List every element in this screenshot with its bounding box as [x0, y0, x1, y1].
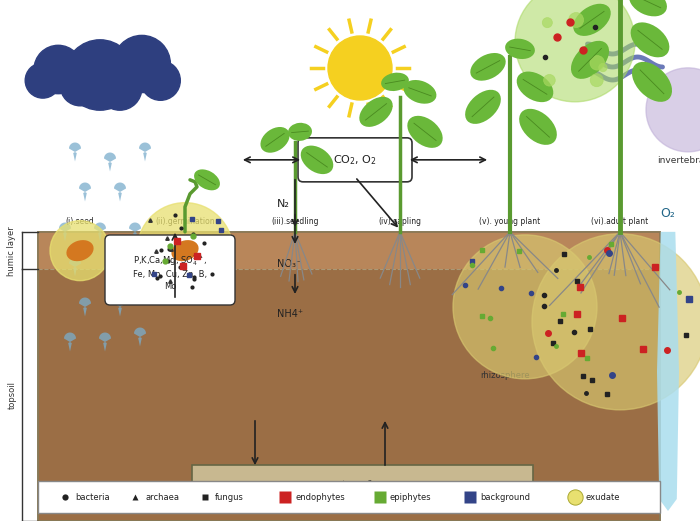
Circle shape	[328, 36, 392, 100]
Text: (ii).germination: (ii).germination	[155, 217, 215, 226]
Bar	[38, 232, 660, 269]
Ellipse shape	[194, 169, 220, 190]
Text: (iii).seedling: (iii).seedling	[272, 217, 318, 226]
Polygon shape	[99, 332, 111, 352]
Text: N₂: N₂	[277, 199, 290, 209]
Text: fungus: fungus	[215, 492, 244, 502]
Circle shape	[532, 234, 700, 410]
Text: (v). young plant: (v). young plant	[480, 217, 540, 226]
Ellipse shape	[260, 127, 290, 153]
Ellipse shape	[404, 80, 436, 104]
Polygon shape	[79, 297, 91, 316]
Circle shape	[141, 61, 181, 101]
Circle shape	[50, 220, 110, 281]
Text: bacteria: bacteria	[75, 492, 110, 502]
Circle shape	[568, 13, 584, 28]
Polygon shape	[114, 297, 126, 316]
Ellipse shape	[573, 4, 610, 36]
Text: OM: NH$_4^+$, PO$_4^{2-}$, Carbon: OM: NH$_4^+$, PO$_4^{2-}$, Carbon	[302, 479, 423, 495]
Text: background: background	[480, 492, 530, 502]
Text: CO$_2$, O$_2$: CO$_2$, O$_2$	[333, 153, 377, 167]
Ellipse shape	[301, 145, 333, 174]
Text: archaea: archaea	[145, 492, 179, 502]
Circle shape	[453, 235, 597, 379]
Ellipse shape	[359, 97, 393, 127]
Text: P,K,Ca,Mg, SO$_4^{2-}$,
Fe, Mn, Cu, Zn, B,
Mo: P,K,Ca,Mg, SO$_4^{2-}$, Fe, Mn, Cu, Zn, …	[133, 253, 207, 291]
Circle shape	[544, 75, 555, 86]
Ellipse shape	[407, 116, 442, 148]
Polygon shape	[134, 328, 146, 346]
Circle shape	[113, 35, 170, 93]
Circle shape	[98, 66, 142, 110]
Text: NO₃⁻: NO₃⁻	[277, 259, 301, 269]
Circle shape	[646, 68, 700, 152]
Ellipse shape	[517, 71, 553, 102]
Ellipse shape	[571, 41, 609, 79]
Ellipse shape	[632, 62, 672, 102]
Polygon shape	[104, 153, 116, 171]
Polygon shape	[69, 257, 81, 277]
Ellipse shape	[470, 53, 505, 81]
Circle shape	[34, 45, 83, 94]
Polygon shape	[94, 222, 106, 242]
Ellipse shape	[172, 240, 199, 261]
Text: invertebrates: invertebrates	[657, 156, 700, 165]
Text: epiphytes: epiphytes	[390, 492, 432, 502]
Circle shape	[515, 0, 635, 102]
Text: topsoil: topsoil	[8, 381, 17, 409]
Polygon shape	[69, 143, 81, 162]
Ellipse shape	[519, 109, 556, 145]
FancyBboxPatch shape	[298, 138, 412, 182]
Ellipse shape	[505, 39, 535, 59]
Text: humic layer: humic layer	[8, 226, 17, 276]
Text: rhizosphere: rhizosphere	[480, 371, 530, 380]
Polygon shape	[104, 263, 116, 281]
Bar	[38, 232, 660, 521]
Bar	[38, 232, 660, 521]
Text: (vi).adult plant: (vi).adult plant	[592, 217, 649, 226]
Ellipse shape	[66, 240, 94, 261]
FancyBboxPatch shape	[192, 465, 533, 509]
Ellipse shape	[381, 72, 409, 91]
Polygon shape	[129, 222, 141, 242]
Polygon shape	[114, 182, 126, 202]
Circle shape	[65, 40, 135, 110]
Polygon shape	[139, 143, 151, 162]
Circle shape	[590, 73, 603, 86]
Text: O₂: O₂	[661, 207, 676, 220]
Polygon shape	[64, 332, 76, 352]
Circle shape	[25, 63, 60, 98]
Text: exudate: exudate	[585, 492, 620, 502]
Ellipse shape	[631, 22, 669, 57]
Ellipse shape	[288, 123, 312, 141]
Circle shape	[137, 203, 233, 299]
Text: (iv).sapling: (iv).sapling	[379, 217, 421, 226]
Ellipse shape	[629, 0, 667, 16]
Circle shape	[542, 18, 552, 28]
Text: (i).seed: (i).seed	[66, 217, 94, 226]
Polygon shape	[139, 253, 151, 271]
Text: endophytes: endophytes	[295, 492, 344, 502]
Polygon shape	[59, 222, 71, 242]
FancyBboxPatch shape	[105, 235, 235, 305]
Polygon shape	[657, 232, 679, 511]
FancyBboxPatch shape	[38, 481, 660, 513]
Ellipse shape	[465, 90, 501, 124]
Circle shape	[60, 66, 100, 106]
Text: NH4⁺: NH4⁺	[277, 309, 303, 319]
Circle shape	[590, 56, 605, 70]
Circle shape	[598, 64, 607, 72]
Polygon shape	[79, 182, 91, 202]
